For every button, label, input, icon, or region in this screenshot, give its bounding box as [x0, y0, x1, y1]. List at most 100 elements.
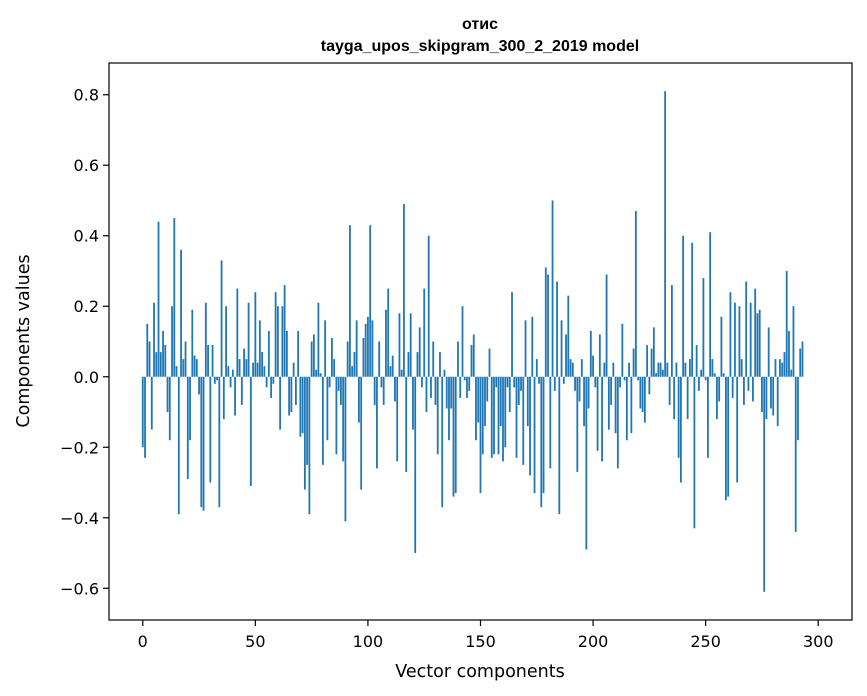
bar — [353, 352, 356, 377]
bar — [682, 235, 685, 377]
bar — [231, 369, 234, 377]
bar — [580, 359, 583, 377]
bar — [321, 376, 324, 465]
bar — [328, 376, 331, 388]
bar — [144, 376, 146, 458]
bar — [502, 376, 504, 462]
bar — [358, 376, 360, 423]
bar — [209, 376, 212, 483]
bar — [459, 376, 462, 398]
bar — [340, 376, 342, 405]
bar — [711, 359, 714, 377]
bar — [457, 341, 459, 377]
bar — [727, 376, 730, 497]
bar — [490, 376, 493, 458]
bar — [175, 366, 178, 377]
bar — [432, 341, 435, 377]
bar — [594, 376, 597, 388]
bar — [407, 352, 410, 377]
bar — [612, 362, 615, 377]
bar — [294, 376, 297, 405]
bar — [574, 376, 576, 391]
x-tick-label: 300 — [803, 632, 834, 651]
bar — [788, 330, 790, 377]
bar — [589, 330, 592, 377]
bar — [299, 376, 302, 437]
bar — [303, 376, 306, 490]
bar — [592, 355, 594, 377]
bar — [281, 306, 284, 377]
bar — [288, 376, 291, 416]
x-tick-label: 50 — [245, 632, 265, 651]
bar — [225, 306, 227, 377]
bar — [643, 376, 646, 423]
bar — [639, 376, 642, 409]
bar — [634, 211, 637, 377]
bar — [517, 376, 520, 405]
bar — [155, 352, 158, 377]
bar — [484, 376, 486, 427]
bar — [443, 369, 446, 377]
bar — [405, 376, 408, 472]
bar — [551, 200, 554, 377]
bar — [691, 242, 694, 377]
bar — [790, 369, 793, 377]
bar — [781, 362, 784, 377]
bar — [213, 376, 216, 384]
bar — [621, 323, 624, 377]
bar — [603, 362, 606, 377]
bar — [765, 376, 768, 420]
bar — [702, 278, 705, 377]
bar — [607, 376, 610, 430]
bar — [758, 309, 761, 377]
bar — [391, 355, 394, 377]
bar — [745, 281, 748, 377]
bar — [423, 288, 426, 377]
bar — [785, 270, 788, 377]
bar — [425, 376, 428, 412]
bar — [168, 376, 171, 441]
bar — [533, 376, 536, 494]
bar — [177, 376, 180, 515]
bar — [693, 376, 696, 529]
bars-group — [141, 91, 804, 592]
bar — [258, 320, 261, 377]
bar — [369, 225, 372, 377]
bar — [558, 376, 561, 515]
bar — [625, 376, 628, 441]
bar — [754, 288, 757, 377]
bar — [200, 376, 203, 508]
bar — [450, 376, 453, 409]
bar — [749, 302, 752, 377]
bar — [506, 376, 509, 388]
bar — [461, 306, 464, 377]
bar — [220, 260, 223, 377]
bar — [716, 376, 718, 420]
bar — [565, 334, 567, 377]
x-tick-label: 100 — [353, 632, 384, 651]
bar — [661, 369, 664, 377]
bar — [454, 376, 457, 494]
bar — [477, 376, 480, 423]
bar — [704, 376, 707, 381]
bar — [677, 376, 680, 458]
bar — [416, 352, 419, 377]
bar — [191, 309, 194, 377]
bar — [189, 376, 191, 441]
bar — [731, 376, 734, 398]
bar — [308, 376, 311, 515]
bar — [578, 376, 581, 402]
bar — [445, 376, 448, 409]
bar — [520, 376, 522, 391]
bar — [725, 376, 727, 501]
bar — [252, 362, 254, 377]
bar — [511, 292, 513, 377]
bar — [756, 313, 759, 377]
bar — [468, 376, 471, 391]
bar — [684, 362, 687, 377]
bar — [747, 376, 750, 391]
bar — [707, 376, 709, 458]
bar — [722, 373, 725, 377]
bar — [292, 362, 295, 377]
